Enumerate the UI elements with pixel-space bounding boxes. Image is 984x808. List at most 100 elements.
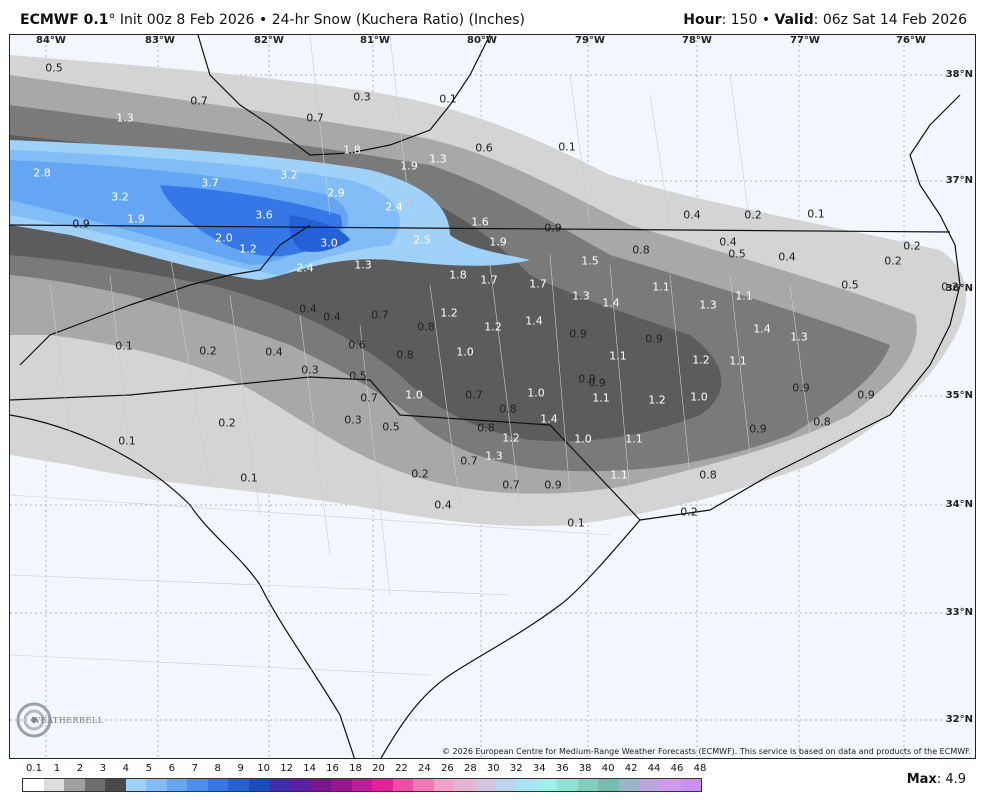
snow-value-label: 0.9 xyxy=(645,332,663,346)
lat-label-34n: 34°N xyxy=(945,499,973,510)
scale-swatch xyxy=(331,779,352,791)
hour-value: : 150 • xyxy=(721,12,775,28)
snow-value-label: 0.7 xyxy=(460,454,478,468)
scale-swatch xyxy=(598,779,619,791)
scale-tick-label: 0.1 xyxy=(26,763,42,774)
scale-swatch xyxy=(310,779,332,791)
snow-value-label: 1.3 xyxy=(790,330,808,344)
snow-value-label: 3.2 xyxy=(111,190,129,204)
scale-swatch xyxy=(228,779,250,791)
scale-tick-label: 16 xyxy=(326,763,339,774)
valid-time: Hour: 150 • Valid: 06z Sat 14 Feb 2026 xyxy=(683,12,967,28)
scale-tick-label: 28 xyxy=(463,763,477,774)
weatherbell-logo: WEATHERBELL xyxy=(14,700,104,740)
scale-swatch xyxy=(659,779,681,791)
scale-tick-label: 42 xyxy=(624,763,638,774)
scale-swatch xyxy=(639,779,660,791)
scale-swatch xyxy=(618,779,640,791)
snow-value-label: 1.3 xyxy=(116,111,134,125)
snow-map[interactable]: 84°W 83°W 82°W 81°W 80°W 79°W 78°W 77°W … xyxy=(9,34,976,759)
scale-swatch xyxy=(43,779,65,791)
scale-tick-label: 20 xyxy=(372,763,385,774)
lon-label-81w: 81°W xyxy=(360,35,390,46)
lon-label-76w: 76°W xyxy=(896,35,926,46)
scale-tick-label: 26 xyxy=(441,763,454,774)
snow-value-label: 0.9 xyxy=(857,388,875,402)
snow-value-label: 0.9 xyxy=(72,217,90,231)
snow-value-label: 0.8 xyxy=(396,348,414,362)
snow-value-label: 0.3 xyxy=(301,363,319,377)
lon-label-79w: 79°W xyxy=(575,35,605,46)
scale-tick-label: 5 xyxy=(145,763,152,774)
scale-swatch xyxy=(84,779,106,791)
snow-value-label: 0.9 xyxy=(578,372,596,386)
scale-tick-label: 22 xyxy=(395,763,408,774)
init-text: Init 00z 8 Feb 2026 • 24-hr Snow (Kucher… xyxy=(115,12,525,28)
snow-value-label: 0.1 xyxy=(439,92,457,106)
scale-tick-label: 34 xyxy=(532,763,546,774)
snow-value-label: 0.1 xyxy=(240,471,258,485)
snow-value-label: 1.9 xyxy=(127,212,145,226)
snow-value-label: 2.4 xyxy=(385,200,403,214)
snow-value-label: 1.4 xyxy=(602,296,620,310)
scale-tick-label: 48 xyxy=(693,763,707,774)
snow-value-label: 1.3 xyxy=(572,289,590,303)
snow-value-label: 1.4 xyxy=(525,314,543,328)
scale-tick-label: 4 xyxy=(122,763,130,774)
scale-tick-label: 30 xyxy=(486,763,500,774)
max-label-text: Max xyxy=(906,772,937,787)
scale-tick-label: 3 xyxy=(99,763,107,774)
snow-value-label: 1.2 xyxy=(239,242,257,256)
scale-swatch xyxy=(166,779,188,791)
valid-label: Valid xyxy=(774,12,814,28)
header: ECMWF 0.1° Init 00z 8 Feb 2026 • 24-hr S… xyxy=(0,0,984,34)
snow-value-label: 1.1 xyxy=(735,289,753,303)
snow-value-label: 1.0 xyxy=(405,388,423,402)
snow-value-label: 0.8 xyxy=(499,402,517,416)
lat-label-33n: 33°N xyxy=(945,607,973,618)
snow-value-label: 1.1 xyxy=(610,468,628,482)
scale-tick-labels: 0.1 1 2 3 4 5 6 7 8 9 10 12 14 16 18 20 22 24 26 28 30 32 34 36… xyxy=(22,763,706,777)
snow-value-label: 1.5 xyxy=(581,254,599,268)
max-number: : 4.9 xyxy=(936,772,966,787)
snow-value-label: 1.2 xyxy=(692,353,710,367)
snow-value-label: 0.9 xyxy=(792,381,810,395)
snow-value-label: 0.7 xyxy=(190,94,208,108)
title: ECMWF 0.1° Init 00z 8 Feb 2026 • 24-hr S… xyxy=(20,12,525,28)
snow-value-label: 0.8 xyxy=(632,243,650,257)
snow-value-label: 1.1 xyxy=(652,280,670,294)
snow-value-label: 0.2 xyxy=(411,467,429,481)
snow-value-label: 1.0 xyxy=(527,386,545,400)
snow-value-label: 0.7 xyxy=(371,308,389,322)
snow-value-label: 1.7 xyxy=(480,273,498,287)
snow-value-label: 3.6 xyxy=(255,208,273,222)
snow-value-label: 0.4 xyxy=(299,302,317,316)
snow-value-label: 1.4 xyxy=(540,412,558,426)
snow-value-label: 0.6 xyxy=(348,338,366,352)
snow-value-label: 0.9 xyxy=(569,327,587,341)
copyright-notice: © 2026 European Centre for Medium-Range … xyxy=(442,747,971,756)
snow-value-label: 0.6 xyxy=(475,141,493,155)
snow-value-label: 1.3 xyxy=(354,258,372,272)
snow-value-label: 0.4 xyxy=(719,235,737,249)
lon-label-77w: 77°W xyxy=(790,35,820,46)
snow-value-label: 0.1 xyxy=(115,339,133,353)
scale-tick-label: 2 xyxy=(76,763,84,774)
scale-swatch xyxy=(351,779,373,791)
snow-value-label: 0.2 xyxy=(884,254,902,268)
snow-value-label: 0.4 xyxy=(683,208,701,222)
scale-swatch xyxy=(290,779,311,791)
scale-swatch xyxy=(249,779,270,791)
hour-label: Hour xyxy=(683,12,722,28)
scale-tick-label: 6 xyxy=(168,763,175,774)
scale-tick-label: 14 xyxy=(303,763,316,774)
snow-value-label: 0.4 xyxy=(323,310,341,324)
snow-value-label: 1.3 xyxy=(485,449,503,463)
snow-value-label: 1.8 xyxy=(449,268,467,282)
snow-value-label: 1.0 xyxy=(456,345,474,359)
snow-value-label: 1.2 xyxy=(484,320,502,334)
snow-value-label: 3.0 xyxy=(320,236,338,250)
snow-value-label: 1.9 xyxy=(489,235,507,249)
scale-tick-label: 9 xyxy=(237,763,244,774)
lat-label-37n: 37°N xyxy=(945,175,973,186)
